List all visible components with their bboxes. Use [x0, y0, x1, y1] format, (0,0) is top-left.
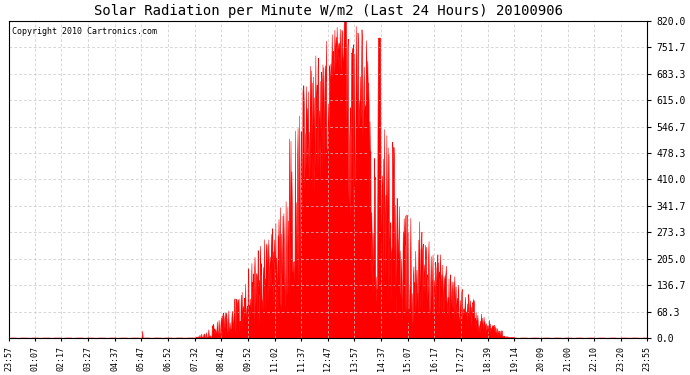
Title: Solar Radiation per Minute W/m2 (Last 24 Hours) 20100906: Solar Radiation per Minute W/m2 (Last 24… [94, 4, 562, 18]
Text: Copyright 2010 Cartronics.com: Copyright 2010 Cartronics.com [12, 27, 157, 36]
